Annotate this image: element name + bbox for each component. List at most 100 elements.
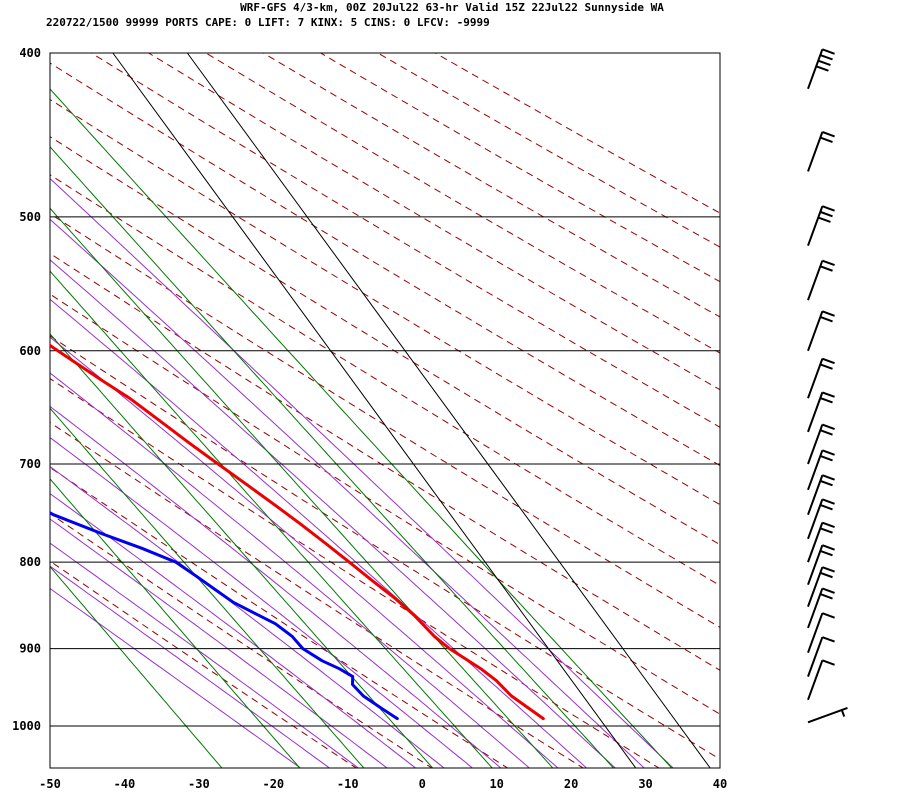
wind-barb	[807, 587, 835, 629]
dry-adiabat-line	[50, 62, 720, 467]
wind-barb-staff	[807, 660, 824, 701]
background-lines	[50, 53, 720, 768]
temperature-tick-label: 0	[419, 777, 426, 791]
pressure-tick-label: 500	[19, 210, 41, 224]
wind-barbs	[807, 48, 848, 724]
wind-barb-staff	[807, 636, 824, 677]
pressure-tick-label: 800	[19, 555, 41, 569]
temperature-tick-label: -10	[337, 777, 359, 791]
moist-adiabat-line	[50, 587, 302, 768]
dry-adiabat-line	[50, 335, 720, 760]
wind-barb	[807, 612, 835, 654]
pressure-tick-label: 400	[19, 46, 41, 60]
chart-title: WRF-GFS 4/3-km, 00Z 20Jul22 63-hr Valid …	[240, 1, 664, 14]
axis-ticks: 400 500 600 700 800 900 1000 -50 -40 -30 -20 -10 0 10…	[12, 46, 727, 791]
wind-barb	[807, 566, 835, 607]
moist-adiabat-line	[50, 493, 417, 768]
wind-barb-flag	[815, 65, 829, 72]
wind-barb	[807, 449, 835, 491]
moist-adiabat-line	[50, 565, 331, 768]
wind-barb-staff	[807, 522, 824, 563]
wind-barb-flag	[819, 549, 833, 557]
wind-barb-flag	[822, 587, 835, 594]
wind-barb-flag	[822, 310, 835, 317]
wind-barb	[807, 707, 848, 724]
dry-adiabat-line	[147, 53, 720, 391]
mixing-ratio-line	[50, 565, 223, 768]
moist-adiabat-line	[50, 405, 502, 768]
wind-barb	[807, 48, 835, 90]
moist-adiabat-line	[50, 465, 445, 768]
temperature-tick-label: -50	[39, 777, 61, 791]
pressure-tick-label: 900	[19, 642, 41, 656]
moist-adiabat-line	[50, 177, 674, 768]
mixing-ratio-line	[50, 146, 615, 768]
pressure-tick-label: 1000	[12, 719, 41, 733]
moist-adiabat-line	[50, 518, 388, 768]
wind-barb-flag	[822, 474, 835, 481]
temperature-tick-label: -40	[114, 777, 136, 791]
wind-barb-flag	[819, 429, 833, 436]
wind-barb-staff	[807, 392, 824, 433]
pressure-tick-label: 600	[19, 344, 41, 358]
moist-adiabat-line	[50, 436, 474, 768]
wind-barb-half-flag	[840, 709, 846, 717]
wind-barb	[807, 498, 835, 540]
dry-adiabat-line	[50, 560, 358, 768]
wind-barb-flag	[819, 455, 833, 462]
temperature-trace	[50, 343, 545, 721]
dry-adiabat-line	[376, 53, 720, 248]
wind-barb-flag	[822, 659, 835, 666]
wind-barb-flag	[819, 397, 833, 404]
temperature-tick-label: 30	[638, 777, 652, 791]
grid	[49, 52, 721, 769]
dry-adiabat-line	[50, 378, 660, 768]
temperature-tick-label: 20	[564, 777, 578, 791]
wind-barb-staff	[807, 612, 824, 654]
mixing-ratio-line	[50, 270, 493, 768]
wind-barb-flag	[822, 131, 835, 138]
wind-barb-flag	[822, 636, 835, 643]
sounding-traces	[50, 343, 545, 721]
dry-adiabat-line	[50, 136, 720, 546]
mixing-ratio-line	[50, 333, 434, 768]
mixing-ratio-line	[50, 478, 301, 768]
temperature-tick-label: 10	[489, 777, 503, 791]
wind-barb-flag	[822, 498, 835, 505]
plot-frame	[49, 52, 721, 769]
wind-barb-flag	[819, 316, 833, 323]
chart-subheader: 220722/1500 99999 PORTS CAPE: 0 LIFT: 7 …	[46, 16, 490, 29]
mixing-ratio-line	[50, 88, 673, 768]
wind-barb	[807, 474, 835, 516]
wind-barb	[807, 357, 835, 399]
mixing-ratio-line	[50, 207, 554, 768]
dry-adiabat-line	[90, 53, 720, 428]
wind-barb	[807, 659, 835, 701]
wind-barb-flag	[822, 612, 835, 619]
moist-adiabat-line	[50, 372, 531, 768]
wind-barb-flag	[817, 216, 831, 223]
dewpoint-trace	[50, 511, 399, 721]
isotherm-gridline	[186, 52, 711, 769]
dry-adiabat-line	[50, 466, 509, 768]
wind-barb-flag	[819, 265, 833, 272]
wind-barb-flag	[819, 210, 833, 218]
wind-barb	[807, 521, 835, 563]
wind-barb	[807, 423, 835, 465]
wind-barb-flag	[822, 48, 835, 55]
wind-barb-flag	[822, 521, 835, 529]
dry-adiabat-line	[204, 53, 720, 354]
dry-adiabat-line	[50, 174, 720, 587]
wind-barb-flag	[822, 259, 835, 267]
wind-barb-staff	[807, 49, 824, 90]
wind-barb-flag	[819, 479, 833, 487]
wind-barb	[807, 391, 835, 433]
wind-barb-staff	[807, 588, 824, 629]
dry-adiabat-line	[50, 252, 720, 671]
dry-adiabat-line	[50, 421, 585, 768]
mixing-ratio-line	[50, 407, 365, 768]
dry-adiabat-line	[50, 293, 720, 715]
wind-barb	[807, 205, 835, 247]
wind-barb-flag	[819, 571, 833, 579]
